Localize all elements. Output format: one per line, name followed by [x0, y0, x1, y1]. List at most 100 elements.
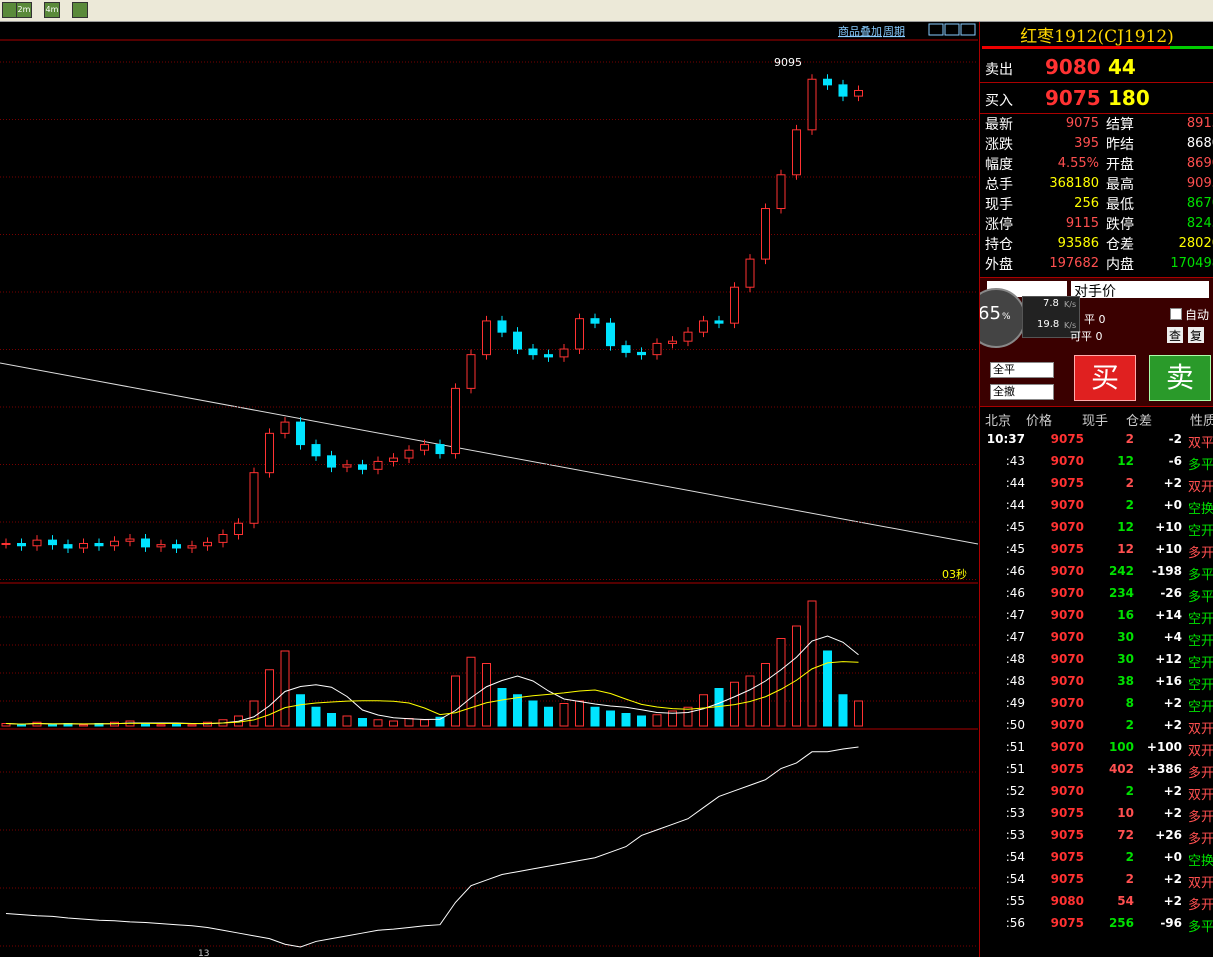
trade-time: :46	[1005, 586, 1025, 600]
stat-value: 368180	[1049, 176, 1099, 191]
candle	[79, 543, 88, 549]
candle	[652, 342, 662, 356]
trade-price: 9075	[1050, 762, 1084, 776]
trade-hand: 8	[1125, 696, 1134, 710]
tool-button[interactable]: 2m	[16, 2, 32, 18]
nav-button[interactable]	[960, 23, 976, 36]
trade-nature: 多平	[1188, 590, 1213, 605]
trade-price: 9075	[1050, 828, 1084, 842]
trade-change: +10	[1155, 542, 1182, 556]
volume-bar	[652, 714, 662, 727]
volume-bar	[590, 706, 600, 727]
trades-header: 仓差	[1125, 414, 1152, 429]
close-all[interactable]: 全平	[990, 362, 1054, 378]
speed-box	[1022, 296, 1080, 338]
trade-price: 9070	[1050, 520, 1084, 534]
candle	[559, 348, 569, 358]
gauge-value: 65	[979, 303, 1001, 324]
chart: 商品叠加 周期 03秒 13 9095	[0, 23, 978, 957]
trade-time: :52	[1005, 784, 1025, 798]
nav-button[interactable]	[944, 23, 960, 36]
stat-value: 197682	[1049, 256, 1099, 271]
checkbox[interactable]	[1170, 308, 1182, 320]
sell-button[interactable]: 卖	[1149, 355, 1211, 401]
stat-label: 仓差	[1106, 237, 1134, 253]
speed-unit: K/s	[1064, 321, 1077, 330]
trade-time: :44	[1005, 498, 1025, 512]
trade-time: :46	[1005, 564, 1025, 578]
trade-hand: 72	[1117, 828, 1134, 842]
volume-bar	[156, 724, 166, 727]
trade-price: 9080	[1050, 894, 1084, 908]
trade-price: 9075	[1050, 850, 1084, 864]
trade-price: 9070	[1050, 740, 1084, 754]
divider	[980, 82, 1213, 83]
stat-value: 395	[1074, 136, 1099, 151]
overlay-link[interactable]: 商品叠加	[838, 24, 882, 38]
trade-nature: 空开	[1188, 612, 1213, 627]
candle	[823, 78, 832, 86]
buy-button[interactable]: 买	[1074, 355, 1136, 401]
trade-change: +100	[1146, 740, 1182, 754]
volume-bar	[280, 650, 290, 727]
candle	[621, 345, 631, 353]
trade-time: :50	[1005, 718, 1025, 732]
volume-bar	[404, 718, 414, 727]
trade-change: +0	[1163, 850, 1182, 864]
volume-bar	[482, 663, 491, 727]
candle	[1, 543, 11, 546]
stat-label: 涨停	[985, 217, 1013, 233]
volume-bar	[559, 703, 569, 727]
trade-time: :47	[1005, 630, 1025, 644]
stat-label: 幅度	[985, 157, 1013, 173]
trade-time: :54	[1005, 850, 1025, 864]
trade-nature: 双开	[1188, 722, 1213, 737]
candle	[265, 432, 274, 474]
volume-bar	[497, 688, 507, 727]
volume-bar	[420, 719, 429, 727]
reset-button[interactable]: 复	[1188, 327, 1204, 343]
trade-hand: 2	[1125, 784, 1134, 798]
stat-label: 最低	[1106, 197, 1134, 213]
trade-change: -6	[1168, 454, 1182, 468]
trades-header: 现手	[1081, 414, 1108, 429]
nav-button[interactable]	[928, 23, 944, 36]
candle	[807, 78, 817, 131]
stat-value: 9075	[1065, 116, 1099, 131]
stat-label: 最新	[985, 117, 1013, 133]
stat-label: 外盘	[985, 257, 1013, 273]
gauge-unit: %	[1002, 312, 1011, 322]
tool-button[interactable]: 4m	[44, 2, 60, 18]
volume-bar	[48, 724, 57, 727]
volume-bar	[544, 706, 553, 727]
trade-change: +2	[1163, 784, 1182, 798]
volume-bar	[466, 656, 476, 727]
x-label: 13	[198, 949, 209, 957]
candle	[544, 354, 553, 358]
trade-hand: 242	[1108, 564, 1134, 578]
cancel-all[interactable]: 全撤	[990, 384, 1054, 400]
price-type[interactable]: 对手价	[1071, 281, 1209, 300]
stat-label: 涨跌	[985, 137, 1013, 153]
candle	[125, 538, 135, 542]
tool-button[interactable]	[72, 2, 88, 18]
stat-value: 93586	[1057, 236, 1099, 251]
volume-bar	[358, 718, 367, 727]
divider	[980, 113, 1213, 114]
volume-bar	[823, 650, 832, 727]
volume-bar	[265, 669, 274, 727]
bar	[982, 46, 1170, 49]
close-label: 平 0	[1084, 313, 1106, 326]
period-link[interactable]: 周期	[883, 25, 905, 38]
query-button[interactable]: 查	[1167, 327, 1183, 343]
candle	[451, 387, 460, 455]
candle	[792, 129, 801, 176]
trend-line	[0, 362, 978, 545]
candle	[296, 421, 305, 446]
volume-bar	[838, 694, 848, 727]
trade-time: :53	[1005, 806, 1025, 820]
volume-bar	[606, 710, 615, 727]
trades-header: 北京	[985, 414, 1012, 429]
stat-value: 8680	[1186, 136, 1213, 151]
